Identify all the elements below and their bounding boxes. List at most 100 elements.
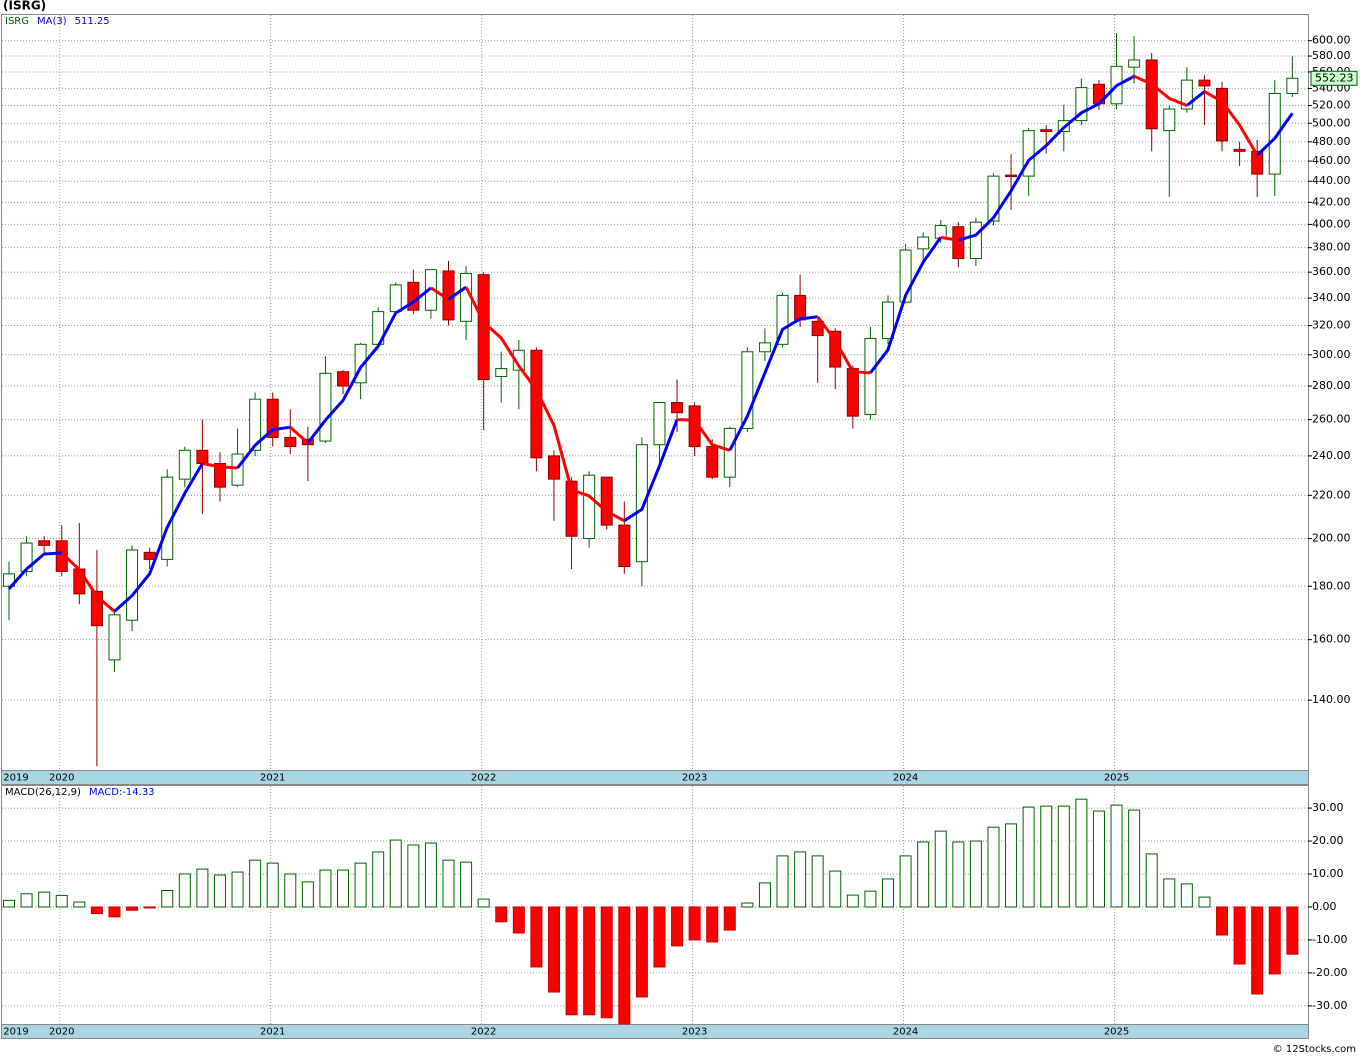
candle-body	[1251, 150, 1264, 175]
y-tick-label: 600.00	[1312, 34, 1351, 47]
y-tick-label: 480.00	[1312, 135, 1351, 148]
y-tick-label: 220.00	[1312, 488, 1351, 501]
x-tick-label: 2021	[260, 1027, 285, 1038]
macd-bar	[1075, 798, 1088, 908]
macd-bar	[319, 869, 332, 908]
macd-bar	[108, 906, 121, 918]
ma-line	[1256, 112, 1294, 157]
candle-body	[55, 540, 68, 572]
footer: © 12Stocks.com	[1273, 1044, 1356, 1055]
macd-bar	[1145, 853, 1158, 908]
candle-body	[284, 436, 297, 448]
ma-line	[1203, 90, 1259, 156]
candle-body	[1180, 79, 1193, 110]
legend-ma-name: MA(3)	[37, 16, 67, 27]
macd-bar	[846, 894, 859, 908]
candle-body	[653, 402, 666, 446]
y-tick-label: 460.00	[1312, 154, 1351, 167]
macd-bar	[3, 899, 15, 908]
y-tick-label: 30.00	[1312, 801, 1344, 814]
y-tick-label: 420.00	[1312, 195, 1351, 208]
macd-bar	[653, 906, 666, 968]
macd-bar	[460, 861, 473, 908]
macd-bar	[741, 902, 754, 908]
macd-bar	[1040, 805, 1053, 908]
macd-name: MACD(26,12,9)	[5, 787, 81, 798]
macd-bar	[1216, 906, 1229, 936]
y-tick-label: 300.00	[1312, 348, 1351, 361]
macd-bar	[952, 841, 965, 908]
x-tick-label: 2024	[893, 773, 918, 784]
candle-body	[1198, 79, 1211, 87]
legend: ISRG MA(3) 511.25	[5, 16, 110, 27]
macd-bar	[90, 906, 103, 915]
macd-bar	[424, 842, 437, 908]
macd-bar	[794, 851, 807, 908]
macd-bar	[477, 898, 490, 908]
ma-line	[60, 551, 116, 613]
candle-body	[917, 236, 930, 250]
candle-body	[723, 427, 736, 478]
macd-bar	[917, 841, 930, 908]
macd-bar	[899, 855, 912, 908]
candle-body	[899, 249, 912, 303]
macd-bar	[547, 906, 560, 993]
x-tick-label: 2022	[471, 1027, 496, 1038]
ma-line	[236, 425, 291, 469]
y-tick-label: -10.00	[1312, 933, 1347, 946]
macd-bar	[934, 830, 947, 908]
macd-bar	[758, 882, 771, 908]
ma-line	[869, 236, 942, 374]
ma-line	[7, 551, 62, 590]
macd-bar	[688, 906, 701, 941]
ma-line	[623, 419, 679, 523]
candle-body	[1286, 77, 1299, 94]
candle-body	[600, 476, 613, 526]
candle-body	[1005, 174, 1018, 178]
macd-bar	[776, 855, 789, 908]
macd-bar	[389, 839, 402, 908]
macd-bar	[161, 889, 174, 908]
candle-body	[1022, 130, 1035, 177]
candle-body	[794, 294, 807, 321]
y-tick-label: 520.00	[1312, 99, 1351, 112]
candle-body	[108, 614, 121, 661]
candle-body	[1040, 129, 1053, 133]
macd-bar	[1110, 804, 1123, 908]
ma-line	[1185, 90, 1206, 107]
candle-body	[1268, 92, 1281, 175]
y-tick-label: 380.00	[1312, 241, 1351, 254]
macd-bar	[811, 855, 824, 908]
macd-date-strip	[1, 1024, 1309, 1039]
macd-bar	[38, 891, 51, 908]
y-tick-label: 260.00	[1312, 413, 1351, 426]
macd-bar	[1198, 896, 1211, 908]
ma-line	[306, 286, 432, 444]
candle-body	[864, 337, 877, 415]
x-tick-label: 2021	[260, 773, 285, 784]
macd-bar	[196, 868, 209, 908]
y-tick-label: 400.00	[1312, 217, 1351, 230]
candle-body	[512, 349, 525, 371]
macd-legend: MACD(26,12,9) MACD:-14.33	[5, 787, 155, 798]
candle-body	[776, 294, 789, 345]
macd-bar	[969, 840, 982, 908]
macd-bar	[20, 893, 33, 908]
candle-body	[1216, 87, 1229, 142]
macd-bar	[55, 894, 68, 908]
candle-body	[758, 342, 771, 353]
chart-title: (ISRG)	[3, 0, 46, 13]
candle-body	[530, 349, 543, 459]
candle-body	[741, 351, 754, 429]
candle-body	[231, 453, 244, 486]
macd-bar	[565, 906, 578, 1016]
macd-bar	[213, 874, 226, 908]
candle-body	[178, 449, 191, 480]
candle-body	[73, 568, 86, 595]
candle-body	[1128, 59, 1141, 68]
macd-bar	[301, 881, 314, 908]
macd-bar	[882, 878, 894, 908]
candle-body	[1233, 148, 1246, 152]
macd-bar	[1251, 906, 1264, 995]
